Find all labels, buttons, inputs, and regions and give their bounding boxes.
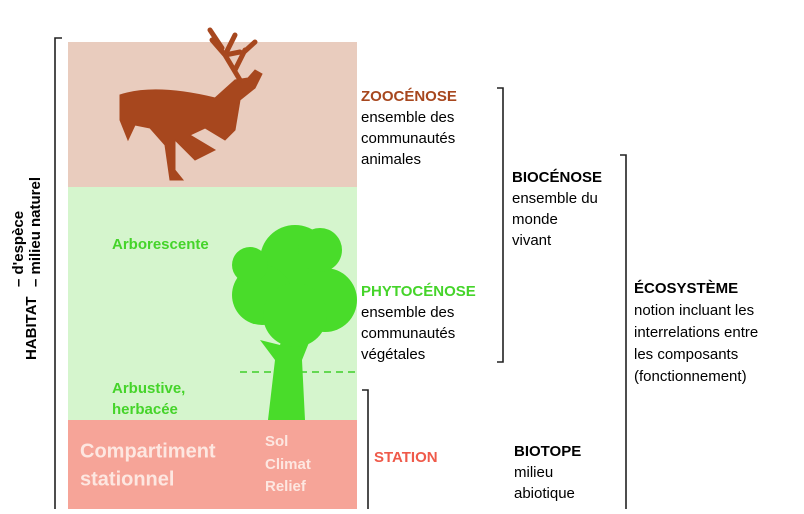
- factor: Climat: [265, 456, 311, 473]
- zoo-line: ensemble des: [361, 109, 454, 126]
- bio-title: BIOCÉNOSE: [512, 169, 602, 186]
- biotope-line: abiotique: [514, 485, 575, 502]
- zoo-line: communautés: [361, 130, 455, 147]
- bio-bracket: [497, 88, 503, 362]
- phyto-line: végétales: [361, 346, 425, 363]
- habitat-title: HABITAT: [23, 296, 40, 360]
- eco-line: interrelations entre: [634, 324, 758, 341]
- eco-line: les composants: [634, 346, 738, 363]
- station-title: STATION: [374, 449, 438, 466]
- eco-line: notion incluant les: [634, 302, 754, 319]
- bio-line: vivant: [512, 232, 552, 249]
- phyto-line: ensemble des: [361, 304, 454, 321]
- phyto-title: PHYTOCÉNOSE: [361, 283, 476, 300]
- eco-title: ÉCOSYSTÈME: [634, 280, 738, 297]
- factor: Relief: [265, 478, 307, 495]
- bio-line: monde: [512, 211, 558, 228]
- habitat-bracket: [55, 38, 62, 509]
- diagram: HABITAT – d'espèce – milieu naturel Arbo…: [0, 0, 804, 509]
- biotope-title: BIOTOPE: [514, 443, 581, 460]
- station-bracket: [362, 390, 368, 509]
- habitat-line: – milieu naturel: [27, 177, 44, 287]
- station-zone: [68, 420, 357, 509]
- habitat-line: – d'espèce: [10, 211, 27, 287]
- bio-line: ensemble du: [512, 190, 598, 207]
- compartiment: stationnel: [80, 468, 174, 490]
- biotope-line: milieu: [514, 464, 553, 481]
- factor: Sol: [265, 433, 288, 450]
- phyto-line: communautés: [361, 325, 455, 342]
- eco-line: (fonctionnement): [634, 368, 747, 385]
- zoo-title: ZOOCÉNOSE: [361, 88, 457, 105]
- compartiment: Compartiment: [80, 440, 216, 462]
- habitat-label: HABITAT – d'espèce – milieu naturel: [10, 177, 44, 360]
- arbustive: Arbustive,: [112, 380, 185, 397]
- arbustive: herbacée: [112, 401, 178, 418]
- eco-bracket: [620, 155, 626, 509]
- arborescente: Arborescente: [112, 236, 209, 253]
- zoo-line: animales: [361, 151, 421, 168]
